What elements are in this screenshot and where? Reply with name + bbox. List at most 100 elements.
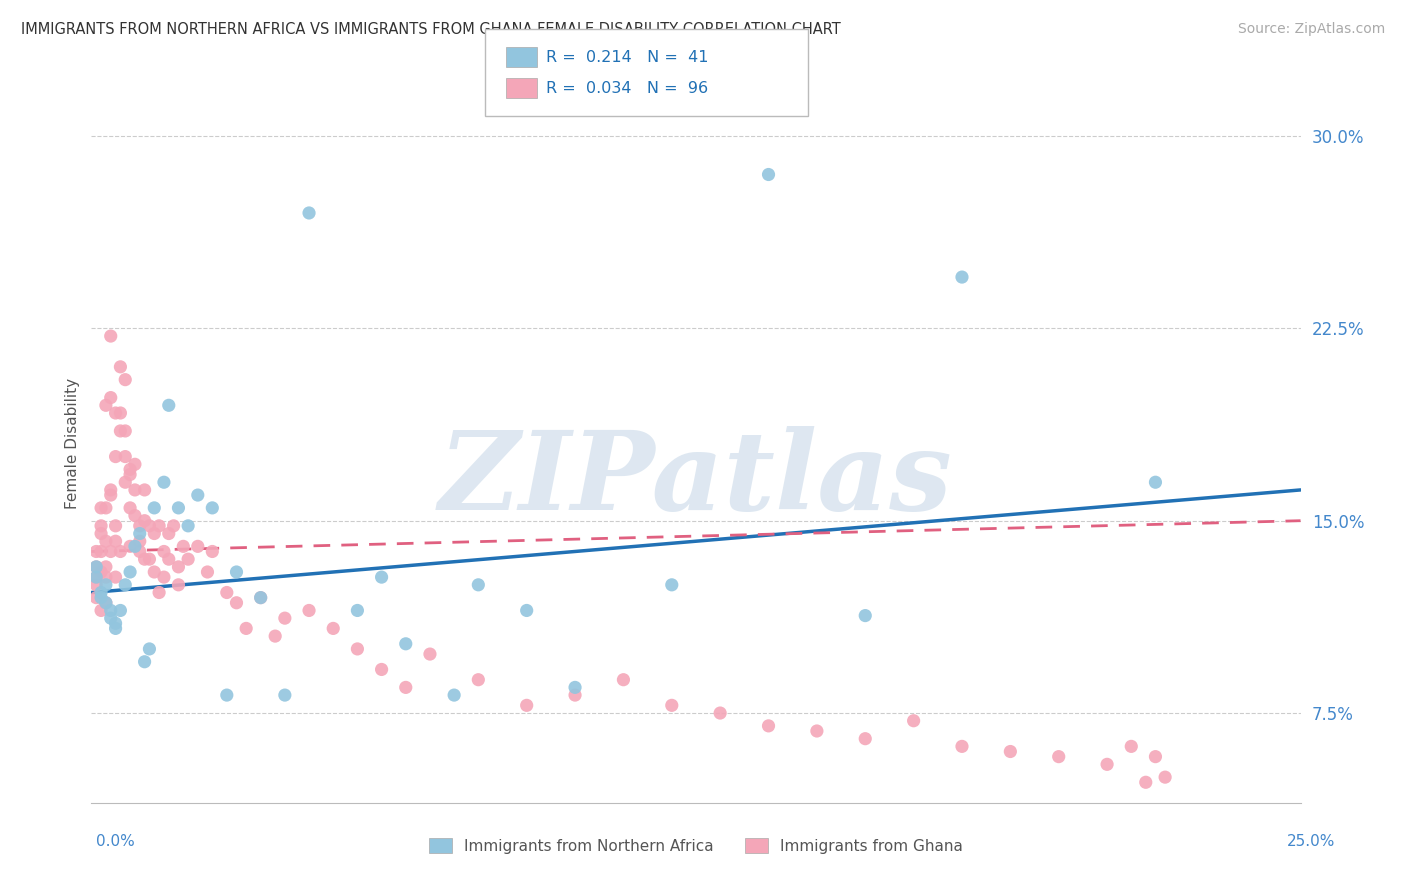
- Point: [94, 596, 117, 610]
- Text: R =  0.214   N =  41: R = 0.214 N = 41: [546, 50, 709, 64]
- Point: [143, 526, 166, 541]
- Point: [758, 168, 780, 182]
- Point: [467, 578, 489, 592]
- Point: [346, 642, 368, 657]
- Point: [516, 698, 538, 713]
- Point: [1135, 775, 1157, 789]
- Point: [153, 475, 176, 490]
- Point: [370, 570, 392, 584]
- Point: [124, 508, 146, 523]
- Point: [114, 373, 136, 387]
- Point: [94, 500, 117, 515]
- Point: [104, 534, 127, 549]
- Point: [114, 450, 136, 464]
- Point: [395, 637, 418, 651]
- Point: [215, 585, 238, 599]
- Point: [84, 544, 107, 558]
- Point: [564, 681, 586, 695]
- Point: [1144, 749, 1167, 764]
- Point: [120, 500, 142, 515]
- Point: [443, 688, 465, 702]
- Point: [110, 544, 132, 558]
- Point: [1154, 770, 1177, 784]
- Point: [124, 483, 146, 497]
- Point: [167, 578, 190, 592]
- Point: [143, 500, 166, 515]
- Point: [90, 565, 112, 579]
- Point: [110, 406, 132, 420]
- Text: 25.0%: 25.0%: [1288, 834, 1336, 848]
- Point: [172, 539, 194, 553]
- Point: [94, 398, 117, 412]
- Point: [249, 591, 271, 605]
- Point: [950, 270, 973, 285]
- Point: [197, 565, 219, 579]
- Point: [134, 514, 156, 528]
- Point: [148, 519, 170, 533]
- Point: [114, 475, 136, 490]
- Point: [124, 539, 146, 553]
- Point: [104, 621, 127, 635]
- Y-axis label: Female Disability: Female Disability: [65, 378, 80, 509]
- Text: R =  0.034   N =  96: R = 0.034 N = 96: [546, 81, 707, 95]
- Point: [100, 603, 122, 617]
- Point: [264, 629, 287, 643]
- Point: [249, 591, 271, 605]
- Point: [143, 565, 166, 579]
- Point: [148, 585, 170, 599]
- Point: [187, 488, 209, 502]
- Point: [100, 329, 122, 343]
- Text: IMMIGRANTS FROM NORTHERN AFRICA VS IMMIGRANTS FROM GHANA FEMALE DISABILITY CORRE: IMMIGRANTS FROM NORTHERN AFRICA VS IMMIG…: [21, 22, 841, 37]
- Point: [100, 488, 122, 502]
- Point: [94, 534, 117, 549]
- Point: [134, 655, 156, 669]
- Point: [120, 467, 142, 482]
- Point: [90, 591, 112, 605]
- Point: [138, 552, 160, 566]
- Point: [94, 578, 117, 592]
- Point: [157, 398, 180, 412]
- Point: [110, 424, 132, 438]
- Point: [90, 585, 112, 599]
- Text: ZIPatlas: ZIPatlas: [439, 425, 953, 533]
- Point: [90, 544, 112, 558]
- Point: [157, 552, 180, 566]
- Point: [950, 739, 973, 754]
- Point: [274, 688, 297, 702]
- Point: [110, 603, 132, 617]
- Point: [516, 603, 538, 617]
- Point: [100, 391, 122, 405]
- Point: [153, 544, 176, 558]
- Point: [90, 526, 112, 541]
- Point: [419, 647, 441, 661]
- Point: [134, 552, 156, 566]
- Point: [100, 544, 122, 558]
- Point: [128, 534, 150, 549]
- Point: [298, 603, 321, 617]
- Point: [90, 603, 112, 617]
- Point: [84, 591, 107, 605]
- Point: [1121, 739, 1143, 754]
- Point: [709, 706, 731, 720]
- Point: [187, 539, 209, 553]
- Point: [612, 673, 634, 687]
- Text: 0.0%: 0.0%: [96, 834, 135, 848]
- Point: [758, 719, 780, 733]
- Point: [215, 688, 238, 702]
- Point: [114, 424, 136, 438]
- Point: [806, 724, 828, 739]
- Point: [322, 621, 344, 635]
- Point: [153, 570, 176, 584]
- Point: [128, 526, 150, 541]
- Point: [84, 560, 107, 574]
- Point: [157, 526, 180, 541]
- Point: [162, 519, 184, 533]
- Point: [853, 731, 876, 746]
- Point: [104, 616, 127, 631]
- Point: [225, 596, 247, 610]
- Point: [177, 552, 200, 566]
- Point: [120, 565, 142, 579]
- Point: [1000, 744, 1022, 758]
- Point: [467, 673, 489, 687]
- Point: [1095, 757, 1118, 772]
